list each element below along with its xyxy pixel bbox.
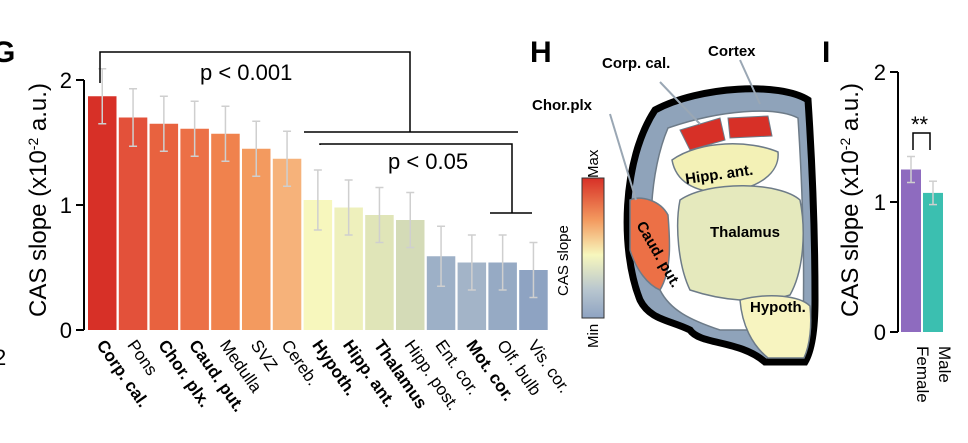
panel-g-bar — [272, 158, 302, 330]
panel-i-y-tick-label: 1 — [874, 190, 886, 215]
panel-i-y-tick-label: 2 — [874, 60, 886, 85]
panel-g-y-tick-label: 0 — [60, 318, 72, 343]
panel-g-bar — [242, 148, 271, 330]
panel-g-pvalue-2: p < 0.05 — [388, 149, 468, 174]
brain-region-corp-cal-2 — [727, 115, 773, 139]
color-scale-min: Min — [585, 324, 602, 348]
brain-label-chor-plx: Chor.plx — [532, 97, 593, 114]
panel-i-bars — [901, 155, 943, 332]
panel-g-bar — [118, 117, 148, 330]
panel-i-letter: I — [822, 36, 830, 69]
panel-i-significance-bracket — [912, 132, 931, 150]
panel-g-y-ticks: 0 1 2 — [60, 68, 84, 343]
panel-g-bar — [88, 96, 117, 330]
brain-region-thalamus — [676, 185, 804, 302]
panel-i-y-tick-label: 0 — [874, 320, 886, 345]
panel-g-bar — [149, 123, 179, 330]
panel-g-y-tick-label: 1 — [60, 193, 72, 218]
panel-g-letter: G — [0, 36, 15, 69]
panel-i-significance-stars: ** — [911, 112, 929, 137]
panel-i-bar-chart: I CAS slope (x10-2 a.u.) 012 Female Male … — [822, 36, 954, 403]
panel-g-bar — [211, 133, 240, 330]
panel-g-significance-brackets — [99, 51, 532, 214]
color-scale-bar — [581, 177, 605, 319]
color-scale-title: CAS slope — [555, 225, 572, 296]
panel-i-y-ticks: 0 1 2 — [874, 60, 898, 345]
panel-i-y-axis-label: CAS slope (x10-2 a.u.) — [837, 83, 864, 317]
brain-region-caud-put — [629, 197, 671, 291]
panel-i-category-label: Female — [913, 346, 932, 403]
stray-number: 2 — [0, 345, 6, 370]
brain-label-corp-cal: Corp. cal. — [602, 55, 670, 72]
brain-label-thalamus: Thalamus — [710, 224, 780, 241]
brain-label-hypoth: Hypoth. — [750, 299, 806, 316]
panel-g-bar-chart: G 2 CAS slope (x10-2 a.u.) 0 1 2 Corp. cal… — [0, 36, 574, 415]
panel-g-pvalue-1: p < 0.001 — [200, 60, 292, 85]
panel-g-y-tick-label: 2 — [60, 68, 72, 93]
brain-region-corp-cal — [679, 117, 726, 151]
panel-g-y-axis-label: CAS slope (x10-2 a.u.) — [25, 83, 52, 317]
panel-i-bar — [901, 169, 921, 332]
panel-g-bars — [88, 68, 548, 330]
panel-h-letter: H — [530, 36, 552, 69]
panel-i-bar — [923, 192, 943, 332]
brain-leader-lines — [609, 59, 761, 201]
brain-region-hypoth — [739, 295, 812, 359]
color-scale-max: Max — [585, 149, 602, 178]
panel-h-brain-map: H Max Min CAS slope Corp. cal. Cortex Ch… — [530, 36, 819, 366]
panel-i-category-label: Male — [935, 346, 954, 383]
brain-label-cortex: Cortex — [708, 43, 756, 60]
panel-i-category-labels: Female Male — [913, 346, 954, 403]
brain-region-hipp-ant — [671, 143, 779, 193]
panel-g-bar — [180, 128, 209, 330]
